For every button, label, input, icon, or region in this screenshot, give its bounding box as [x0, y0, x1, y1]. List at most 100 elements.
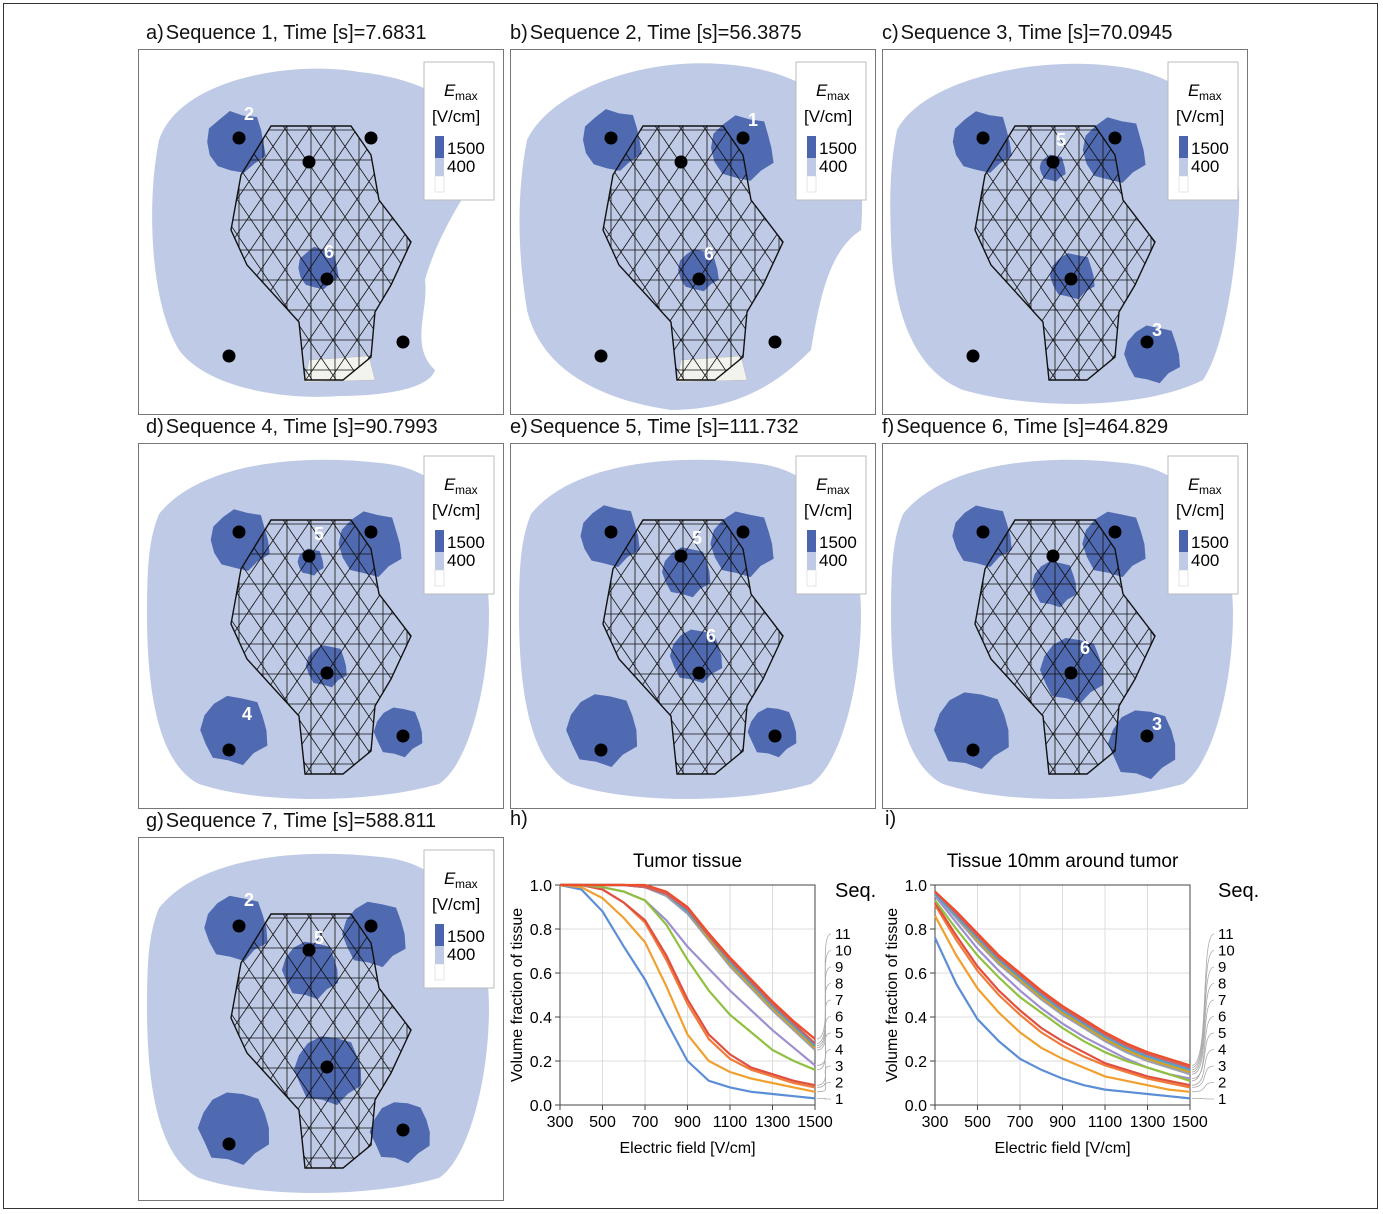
- legend-label: 10: [835, 943, 852, 960]
- legend-swatch-low: [1178, 569, 1189, 587]
- panel-letter: g): [146, 810, 164, 832]
- x-tick-label: 700: [632, 1114, 659, 1131]
- electrode-marker: [302, 155, 316, 169]
- electrode-number-label: 6: [704, 244, 714, 264]
- mesh-line: [231, 520, 364, 774]
- legend-frame: [1167, 455, 1239, 595]
- legend-swatch-low: [434, 963, 445, 981]
- panel-h: h) 300 500 700 900 1100 1300 1500 0.0 0.2 0.4 0.6 0…: [505, 805, 875, 1175]
- field-low-region: [676, 355, 748, 383]
- mesh-line: [603, 126, 688, 380]
- x-tick-label: 1300: [1130, 1114, 1166, 1131]
- legend-swatch-high: [807, 136, 816, 158]
- y-tick-label: 0.4: [905, 1010, 927, 1027]
- legend-low-value: 400: [447, 551, 475, 570]
- legend-swatch-low: [434, 175, 445, 193]
- y-tick-label: 0.0: [905, 1098, 927, 1115]
- electrode-marker: [320, 272, 334, 286]
- mesh-line: [674, 520, 783, 774]
- legend-label: 11: [835, 926, 851, 943]
- electrode-marker: [1064, 272, 1078, 286]
- legend-swatch-high: [1179, 136, 1188, 158]
- mesh-line: [603, 126, 664, 380]
- electrode-marker: [320, 666, 334, 680]
- electrode-marker: [966, 349, 980, 363]
- electrode-number-label: 3: [1152, 320, 1162, 340]
- electrode-number-label: 5: [692, 528, 702, 548]
- legend-frame: [795, 61, 867, 201]
- legend-swatch-mid: [1179, 158, 1188, 176]
- series-line-6: [560, 883, 816, 1071]
- x-tick-label: 1300: [755, 1114, 791, 1131]
- series-line-11: [934, 890, 1191, 1067]
- panel-title: a) Sequence 1, Time [s]=7.6831: [146, 22, 427, 45]
- y-tick-label: 1.0: [905, 878, 927, 895]
- legend-label: 4: [1218, 1042, 1226, 1059]
- legend-symbol-sub: max: [455, 483, 478, 497]
- legend-swatch-low: [806, 175, 817, 193]
- field-high-region: [338, 511, 402, 577]
- legend-label: 11: [1218, 926, 1234, 943]
- mesh-line: [278, 126, 411, 380]
- legend-symbol: E: [444, 475, 456, 494]
- electrode-marker: [222, 743, 236, 757]
- panel-title: e) Sequence 5, Time [s]=111.732: [510, 416, 799, 439]
- legend-unit: [V/cm]: [1176, 107, 1224, 126]
- electrode-number-label: 6: [324, 242, 334, 262]
- legend-swatch-high: [435, 136, 444, 158]
- electrode-marker: [594, 349, 608, 363]
- field-high-region: [566, 694, 638, 767]
- electrode-marker: [1140, 335, 1154, 349]
- electrode-marker: [736, 131, 750, 145]
- mesh-line: [698, 520, 783, 774]
- mesh-line: [302, 914, 411, 1168]
- field-high-region: [1124, 325, 1180, 384]
- legend-symbol-sub: max: [1199, 89, 1222, 103]
- x-axis-label: Electric field [V/cm]: [994, 1140, 1130, 1157]
- tumor-outline: [230, 125, 412, 381]
- legend-frame: [1167, 61, 1239, 201]
- tumor-tissue-chart: 300 500 700 900 1100 1300 1500 0.0 0.2 0.4 0.6 0.8 1…: [509, 851, 875, 1157]
- electrode-marker: [1064, 666, 1078, 680]
- y-axis-label: Volume fraction of tissue: [884, 908, 901, 1082]
- mesh-line: [603, 520, 736, 774]
- legend-low-value: 400: [1191, 551, 1219, 570]
- electrode-number-label: 5: [314, 524, 324, 544]
- legend-swatch-mid: [807, 552, 816, 570]
- mesh-line: [231, 520, 292, 774]
- mesh-line: [603, 520, 688, 774]
- x-tick-label: 700: [1007, 1114, 1034, 1131]
- legend-leader: [1191, 966, 1215, 1071]
- x-tick-label: 900: [1049, 1114, 1076, 1131]
- panel-i: i) 300 500 700 900 1100 1300 1500 0.0 0.2 0.4 0.6 0…: [880, 805, 1260, 1175]
- electrode-number-label: 3: [1152, 714, 1162, 734]
- legend-high-value: 1500: [819, 533, 857, 552]
- legend-unit: [V/cm]: [432, 501, 480, 520]
- electrode-marker: [768, 335, 782, 349]
- electrode-marker: [1140, 729, 1154, 743]
- mesh-line: [650, 520, 783, 774]
- x-tick-label: 1100: [1088, 1114, 1123, 1131]
- legend-swatch-low: [806, 569, 817, 587]
- legend-label: 9: [1218, 959, 1226, 976]
- legend-label: 2: [1218, 1075, 1226, 1092]
- electrode-marker: [364, 525, 378, 539]
- mesh-line: [326, 914, 411, 1168]
- field-high-region: [281, 941, 338, 1000]
- legend-swatch-mid: [807, 158, 816, 176]
- series-line-4: [934, 902, 1191, 1087]
- legend-frame: [423, 61, 495, 201]
- electrode-marker: [976, 131, 990, 145]
- electrode-marker: [1108, 525, 1122, 539]
- x-tick-label: 500: [589, 1114, 616, 1131]
- mesh-line: [603, 520, 664, 774]
- electrode-marker: [674, 549, 688, 563]
